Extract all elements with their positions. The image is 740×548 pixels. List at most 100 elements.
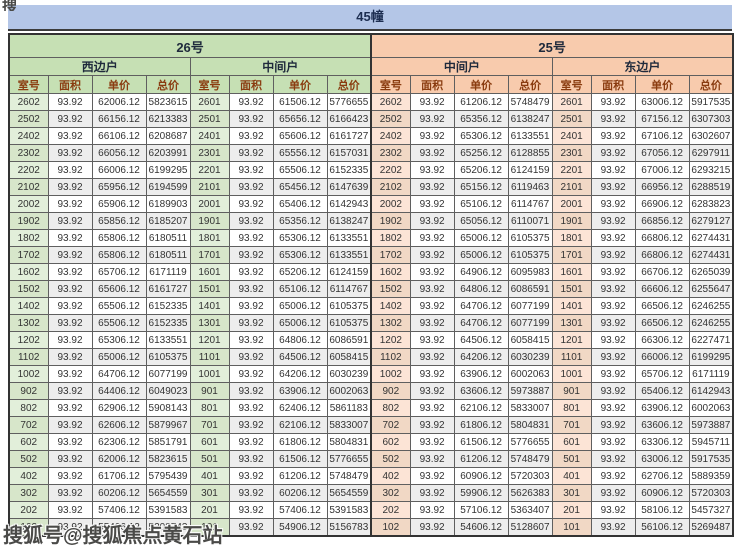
unit-price-cell: 65206.12	[272, 263, 328, 281]
area-cell: 93.92	[228, 144, 274, 162]
total-price-cell: 6157031	[326, 144, 372, 162]
table-row: 1802 93.92 65806.12 6180511 1801 93.92 65306.1…	[8, 229, 734, 247]
room-cell: 801	[551, 399, 592, 417]
room-cell: 1302	[8, 314, 49, 332]
unit-price-cell: 64206.12	[272, 365, 328, 383]
table-row: 1702 93.92 65806.12 6180511 1701 93.92 65306.1…	[8, 246, 734, 264]
table-row: 2502 93.92 66156.12 6213383 2501 93.92 65656.1…	[8, 110, 734, 128]
col-header-room: 室号	[370, 75, 411, 94]
area-cell: 93.92	[47, 399, 93, 417]
area-cell: 93.92	[590, 127, 636, 145]
area-cell: 93.92	[47, 110, 93, 128]
unit-price-cell: 65806.12	[91, 229, 147, 247]
room-cell: 1902	[370, 212, 411, 230]
unit-price-cell: 67006.12	[634, 161, 690, 179]
room-cell: 2001	[189, 195, 230, 213]
room-cell: 2002	[370, 195, 411, 213]
area-cell: 93.92	[590, 416, 636, 434]
unit-header-middle-26: 中间户	[189, 57, 372, 76]
room-cell: 301	[189, 484, 230, 502]
unit-price-cell: 65606.12	[272, 127, 328, 145]
area-cell: 93.92	[47, 331, 93, 349]
table-row: 2302 93.92 66056.12 6203991 2301 93.92 65556.1…	[8, 144, 734, 162]
total-price-cell: 6002063	[507, 365, 553, 383]
total-price-cell: 6199295	[688, 348, 734, 366]
area-cell: 93.92	[47, 144, 93, 162]
area-cell: 93.92	[47, 195, 93, 213]
room-cell: 502	[370, 450, 411, 468]
area-cell: 93.92	[409, 229, 455, 247]
unit-header-west: 西边户	[8, 57, 191, 76]
area-cell: 93.92	[47, 348, 93, 366]
area-cell: 93.92	[409, 280, 455, 298]
room-cell: 1101	[551, 348, 592, 366]
total-price-cell: 5945711	[688, 433, 734, 451]
unit-price-cell: 63606.12	[453, 382, 509, 400]
area-cell: 93.92	[228, 518, 274, 537]
area-cell: 93.92	[590, 263, 636, 281]
total-price-cell: 5889359	[688, 467, 734, 485]
unit-price-cell: 64906.12	[453, 263, 509, 281]
total-price-cell: 5973887	[507, 382, 553, 400]
total-price-cell: 6213383	[145, 110, 191, 128]
total-price-cell: 5720303	[507, 467, 553, 485]
area-cell: 93.92	[409, 314, 455, 332]
room-cell: 1901	[551, 212, 592, 230]
area-cell: 93.92	[590, 399, 636, 417]
area-cell: 93.92	[228, 127, 274, 145]
total-price-cell: 6133551	[326, 246, 372, 264]
total-price-cell: 5917535	[688, 93, 734, 111]
room-cell: 802	[370, 399, 411, 417]
table-body: 2602 93.92 62006.12 5823615 2601 93.92 61506.1…	[8, 93, 734, 537]
unit-price-cell: 60206.12	[91, 484, 147, 502]
room-cell: 2401	[189, 127, 230, 145]
room-cell: 302	[8, 484, 49, 502]
unit-price-cell: 62706.12	[634, 467, 690, 485]
unit-price-cell: 65056.12	[453, 212, 509, 230]
table-row: 602 93.92 62306.12 5851791 601 93.92 61806.12 5…	[8, 433, 734, 451]
total-price-cell: 6133551	[145, 331, 191, 349]
room-cell: 2102	[8, 178, 49, 196]
unit-price-cell: 64506.12	[453, 331, 509, 349]
area-cell: 93.92	[228, 297, 274, 315]
area-cell: 93.92	[47, 212, 93, 230]
room-cell: 1801	[551, 229, 592, 247]
unit-price-cell: 65606.12	[91, 280, 147, 298]
room-cell: 2302	[370, 144, 411, 162]
total-price-cell: 5156783	[326, 518, 372, 537]
total-price-cell: 6152335	[326, 161, 372, 179]
total-price-cell: 5833007	[326, 416, 372, 434]
area-cell: 93.92	[228, 229, 274, 247]
total-price-cell: 6058415	[507, 331, 553, 349]
unit-price-cell: 61706.12	[91, 467, 147, 485]
total-price-cell: 6283823	[688, 195, 734, 213]
room-cell: 1501	[189, 280, 230, 298]
room-cell: 1702	[8, 246, 49, 264]
total-price-cell: 6086591	[326, 331, 372, 349]
total-price-cell: 5851791	[145, 433, 191, 451]
unit-price-cell: 65006.12	[91, 348, 147, 366]
room-cell: 602	[8, 433, 49, 451]
unit-price-cell: 61506.12	[272, 450, 328, 468]
total-price-cell: 5823615	[145, 450, 191, 468]
room-cell: 2502	[8, 110, 49, 128]
unit-price-cell: 58106.12	[634, 501, 690, 519]
total-price-cell: 6297911	[688, 144, 734, 162]
total-price-cell: 6185207	[145, 212, 191, 230]
col-header-area: 面积	[590, 75, 636, 94]
room-cell: 2301	[551, 144, 592, 162]
unit-price-cell: 67106.12	[634, 127, 690, 145]
total-price-cell: 6288519	[688, 178, 734, 196]
unit-price-cell: 66906.12	[634, 195, 690, 213]
room-cell: 101	[189, 518, 230, 537]
total-price-cell: 6142943	[688, 382, 734, 400]
total-price-cell: 6227471	[688, 331, 734, 349]
total-price-cell: 6105375	[326, 297, 372, 315]
unit-price-cell: 63906.12	[634, 399, 690, 417]
col-header-total-price: 总价	[507, 75, 553, 94]
room-cell: 2502	[370, 110, 411, 128]
total-price-cell: 5269487	[688, 518, 734, 537]
area-cell: 93.92	[590, 331, 636, 349]
room-cell: 401	[551, 467, 592, 485]
total-price-cell: 6002063	[688, 399, 734, 417]
